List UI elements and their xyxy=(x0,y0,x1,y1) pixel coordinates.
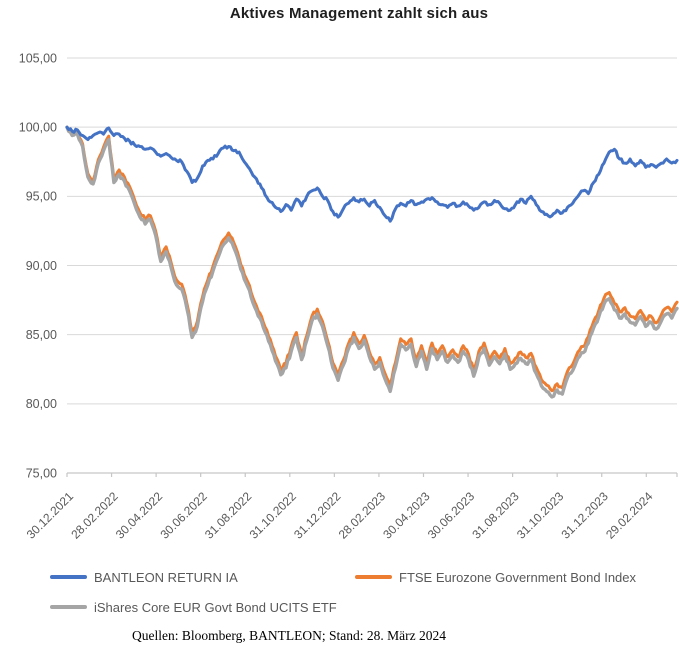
x-axis-tick-label: 31.12.2022 xyxy=(291,489,344,542)
y-axis-tick-label: 85,00 xyxy=(26,328,57,342)
x-axis-tick-label: 31.10.2022 xyxy=(247,489,300,542)
x-axis-tick-label: 30.06.2023 xyxy=(425,489,478,542)
legend-row-2: iShares Core EUR Govt Bond UCITS ETF xyxy=(50,599,675,629)
y-axis-tick-label: 75,00 xyxy=(26,466,57,480)
legend-line-sample-gray xyxy=(50,605,87,609)
x-axis-tick-label: 31.08.2022 xyxy=(202,489,255,542)
x-axis-tick-label: 28.02.2023 xyxy=(336,489,389,542)
y-axis-tick-label: 90,00 xyxy=(26,259,57,273)
x-axis-tick-label: 28.02.2022 xyxy=(68,489,121,542)
legend: BANTLEON RETURN IA FTSE Eurozone Governm… xyxy=(50,569,675,629)
y-axis-tick-label: 95,00 xyxy=(26,190,57,204)
x-axis-tick-label: 30.06.2022 xyxy=(157,489,210,542)
legend-line-sample-orange xyxy=(355,575,392,579)
x-axis-tick-label: 31.12.2023 xyxy=(558,489,611,542)
x-axis-tick-label: 31.08.2023 xyxy=(469,489,522,542)
y-axis-tick-label: 105,00 xyxy=(19,51,57,65)
x-axis-tick-label: 30.04.2023 xyxy=(380,489,433,542)
chart-title: Aktives Management zahlt sich aus xyxy=(229,5,489,22)
series-line-2 xyxy=(65,125,679,399)
plot-area: 105,00 100,00 95,00 90,00 85,00 80,00 75,00 30.… xyxy=(19,51,679,542)
legend-label-ftse: FTSE Eurozone Government Bond Index xyxy=(399,569,637,585)
x-axis-tick-label: 29.02.2024 xyxy=(603,489,656,542)
x-axis-tick-label: 30.12.2021 xyxy=(24,489,77,542)
legend-label-ishares: iShares Core EUR Govt Bond UCITS ETF xyxy=(94,599,337,615)
legend-line-sample-blue xyxy=(50,575,87,579)
x-axis-tick-label: 31.10.2023 xyxy=(514,489,567,542)
series-line-0 xyxy=(65,125,679,223)
legend-item-ftse: FTSE Eurozone Government Bond Index xyxy=(355,569,636,585)
x-axis-tick-label: 30.04.2022 xyxy=(113,489,166,542)
y-axis-tick-label: 80,00 xyxy=(26,397,57,411)
source-note: Quellen: Bloomberg, BANTLEON; Stand: 28.… xyxy=(132,628,446,643)
y-axis-tick-label: 100,00 xyxy=(19,120,57,134)
legend-row-1: BANTLEON RETURN IA FTSE Eurozone Governm… xyxy=(50,569,675,599)
legend-item-ishares: iShares Core EUR Govt Bond UCITS ETF xyxy=(50,599,337,615)
legend-item-bantleon: BANTLEON RETURN IA xyxy=(50,569,238,585)
legend-label-bantleon: BANTLEON RETURN IA xyxy=(94,569,238,585)
